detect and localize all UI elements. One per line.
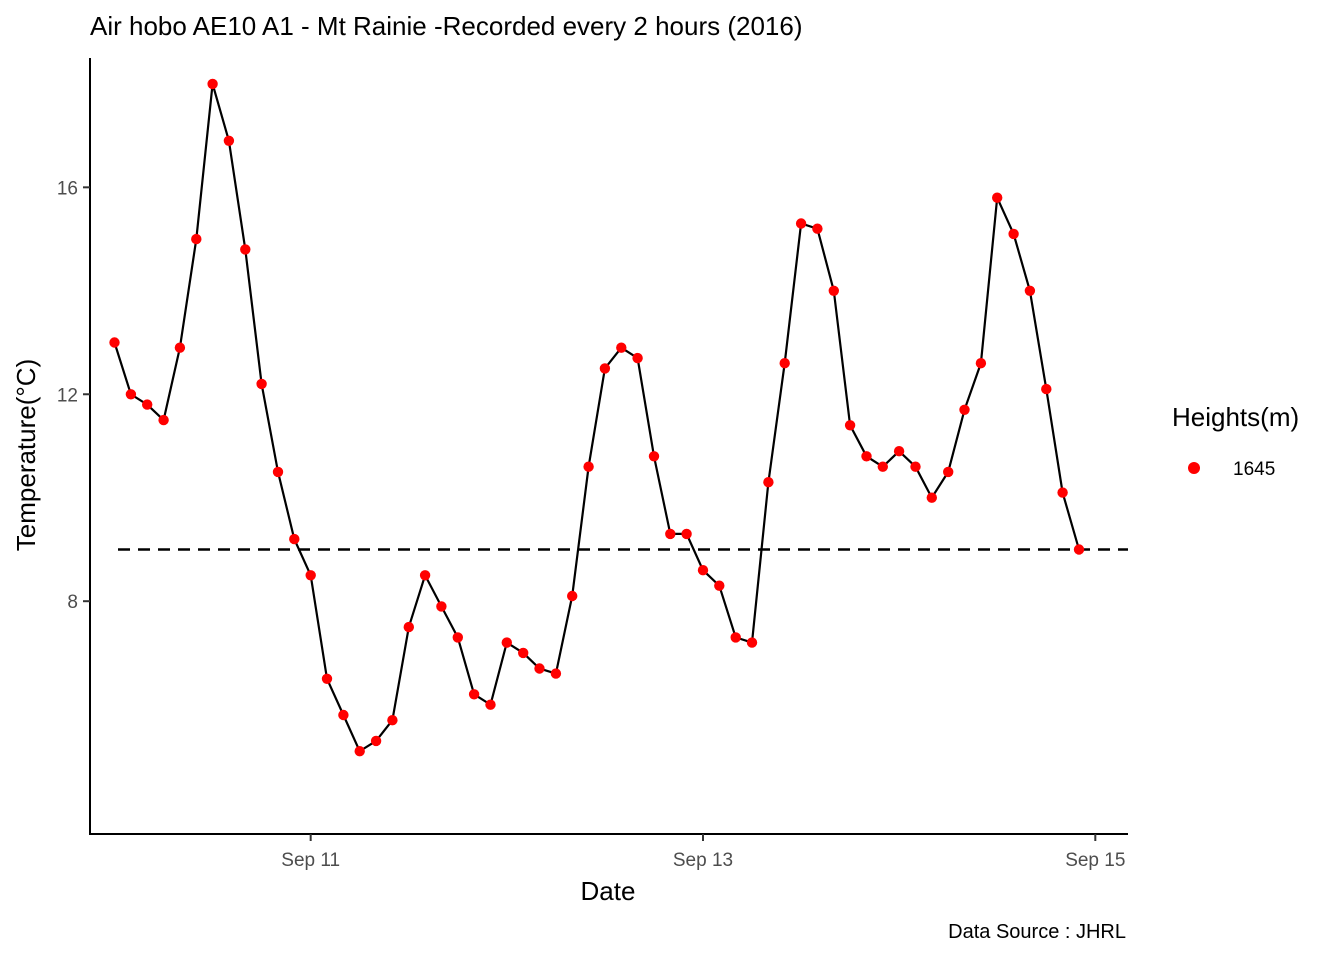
- data-point: [616, 342, 627, 353]
- data-point: [779, 358, 790, 369]
- data-point: [419, 570, 431, 581]
- y-axis-title: Temperature(°C): [11, 359, 41, 551]
- data-point: [256, 378, 267, 390]
- data-point: [158, 414, 169, 426]
- data-point: [468, 689, 480, 700]
- data-point: [272, 466, 284, 478]
- data-point: [1024, 285, 1036, 296]
- data-point: [763, 477, 774, 488]
- data-point: [910, 461, 921, 472]
- data-point: [567, 590, 578, 602]
- data-point: [828, 285, 839, 296]
- data-point: [1057, 487, 1068, 498]
- data-point: [746, 637, 758, 648]
- data-point: [338, 709, 349, 721]
- data-point: [599, 363, 611, 374]
- y-ticks: 8 12 16: [57, 178, 90, 613]
- data-point: [877, 461, 888, 472]
- data-point: [730, 632, 741, 643]
- data-point: [893, 446, 905, 457]
- chart-title: Air hobo AE10 A1 - Mt Rainie -Recorded e…: [90, 11, 803, 41]
- data-point: [436, 601, 447, 612]
- data-point: [289, 533, 300, 545]
- data-point: [648, 451, 660, 462]
- data-point: [534, 663, 545, 674]
- data-point: [697, 565, 709, 576]
- plot-area: 8 12 16 Sep 11 Sep 13 Sep 15: [57, 58, 1128, 871]
- data-point: [1073, 544, 1085, 555]
- x-tick-label: Sep 15: [1065, 850, 1125, 871]
- legend-title: Heights(m): [1172, 402, 1299, 432]
- data-point: [485, 699, 496, 710]
- data-point: [354, 746, 365, 757]
- data-point: [518, 647, 529, 659]
- data-point: [370, 735, 382, 747]
- series-points-1645: [109, 78, 1085, 757]
- data-point: [403, 621, 414, 633]
- data-point: [583, 461, 594, 472]
- y-tick-label: 12: [57, 385, 78, 406]
- data-point: [795, 218, 807, 229]
- data-point: [142, 399, 153, 410]
- series-line-1645: [113, 83, 1081, 753]
- data-point: [943, 466, 954, 478]
- data-point: [844, 420, 856, 431]
- data-point: [387, 715, 398, 726]
- x-tick-label: Sep 11: [281, 850, 340, 871]
- data-point: [240, 244, 251, 255]
- data-point: [861, 451, 872, 462]
- data-point: [174, 342, 186, 353]
- data-point: [1008, 228, 1019, 240]
- data-point: [665, 528, 676, 540]
- data-point: [109, 337, 120, 348]
- data-point: [975, 358, 987, 369]
- data-point: [125, 389, 137, 400]
- x-axis-title: Date: [581, 876, 636, 906]
- caption: Data Source : JHRL: [948, 921, 1126, 943]
- y-tick-label: 16: [57, 178, 78, 199]
- data-point: [681, 528, 692, 540]
- legend-swatch-1645: [1188, 462, 1200, 474]
- data-point: [926, 492, 937, 503]
- data-point: [992, 192, 1003, 203]
- data-point: [632, 352, 643, 364]
- data-point: [550, 668, 562, 679]
- data-point: [714, 580, 725, 591]
- legend-label-1645: 1645: [1233, 459, 1275, 480]
- data-point: [321, 673, 333, 684]
- x-ticks: Sep 11 Sep 13 Sep 15: [281, 834, 1125, 871]
- data-point: [223, 135, 235, 146]
- x-tick-label: Sep 13: [673, 850, 733, 871]
- data-point: [959, 404, 970, 415]
- data-point: [452, 632, 463, 643]
- data-point: [191, 233, 202, 245]
- data-point: [501, 637, 512, 648]
- legend: Heights(m) 1645: [1172, 402, 1299, 480]
- data-point: [812, 223, 823, 234]
- data-point: [207, 78, 218, 90]
- y-tick-label: 8: [67, 592, 78, 613]
- data-point: [305, 570, 316, 581]
- data-point: [1041, 383, 1052, 395]
